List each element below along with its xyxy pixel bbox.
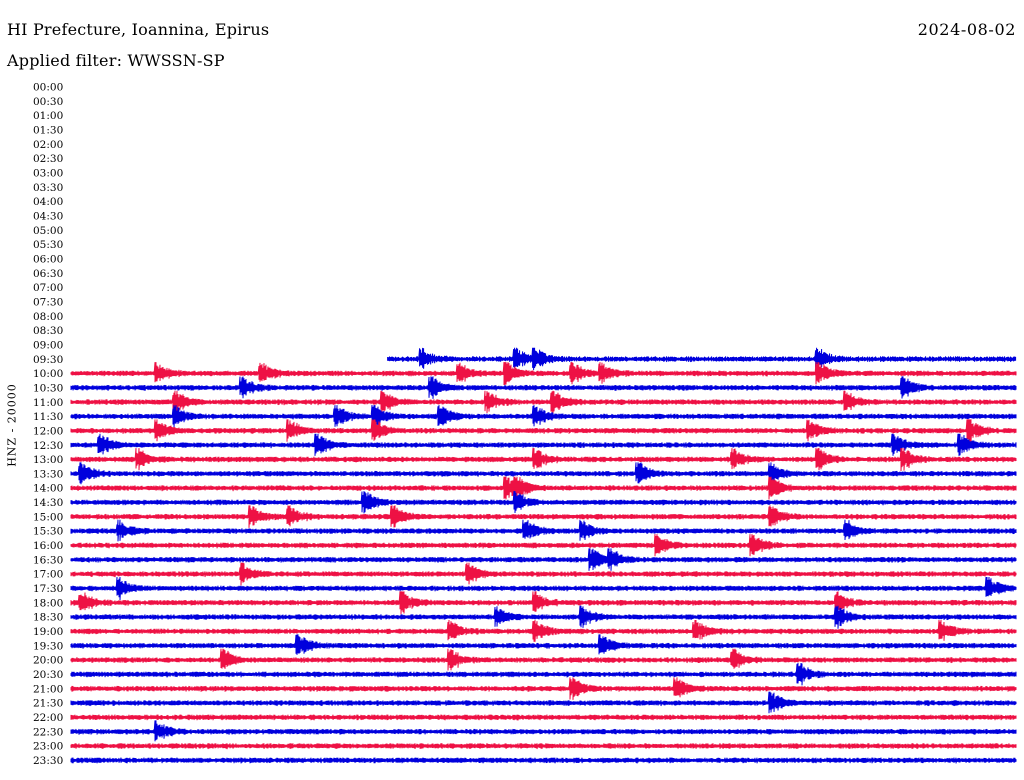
time-label-0430: 04:30 xyxy=(33,210,63,222)
time-label-1700: 17:00 xyxy=(33,569,63,581)
time-label-1030: 10:30 xyxy=(33,382,63,394)
time-label-2330: 23:30 xyxy=(33,755,63,767)
time-label-0330: 03:30 xyxy=(33,182,63,194)
time-label-0230: 02:30 xyxy=(33,153,63,165)
time-label-0500: 05:00 xyxy=(33,225,63,237)
filter-label: Applied filter: WWSSN-SP xyxy=(7,51,225,70)
time-label-2000: 20:00 xyxy=(33,655,63,667)
time-label-1430: 14:30 xyxy=(33,497,63,509)
time-label-1800: 18:00 xyxy=(33,597,63,609)
time-label-0030: 00:30 xyxy=(33,96,63,108)
time-label-1000: 10:00 xyxy=(33,368,63,380)
time-label-0700: 07:00 xyxy=(33,282,63,294)
time-label-1230: 12:30 xyxy=(33,440,63,452)
time-label-0400: 04:00 xyxy=(33,196,63,208)
time-label-0530: 05:30 xyxy=(33,239,63,251)
time-label-1730: 17:30 xyxy=(33,583,63,595)
time-label-0130: 01:30 xyxy=(33,124,63,136)
trace-1930 xyxy=(70,634,1017,655)
time-label-1100: 11:00 xyxy=(33,397,63,409)
time-label-1930: 19:30 xyxy=(33,640,63,652)
time-label-0830: 08:30 xyxy=(33,325,63,337)
time-label-2300: 23:00 xyxy=(33,741,63,753)
time-label-0100: 01:00 xyxy=(33,110,63,122)
time-label-0630: 06:30 xyxy=(33,268,63,280)
time-label-1330: 13:30 xyxy=(33,468,63,480)
time-label-2200: 22:00 xyxy=(33,712,63,724)
time-label-1830: 18:30 xyxy=(33,612,63,624)
time-label-0900: 09:00 xyxy=(33,339,63,351)
time-label-1300: 13:00 xyxy=(33,454,63,466)
time-label-0300: 03:00 xyxy=(33,167,63,179)
record-date: 2024-08-02 xyxy=(917,20,1016,39)
time-label-2100: 21:00 xyxy=(33,683,63,695)
time-label-2030: 20:30 xyxy=(33,669,63,681)
time-label-0730: 07:30 xyxy=(33,296,63,308)
time-label-1200: 12:00 xyxy=(33,425,63,437)
time-label-0800: 08:00 xyxy=(33,311,63,323)
time-label-1500: 15:00 xyxy=(33,511,63,523)
time-label-0000: 00:00 xyxy=(33,82,63,94)
time-label-1400: 14:00 xyxy=(33,483,63,495)
time-label-1530: 15:30 xyxy=(33,526,63,538)
time-label-1600: 16:00 xyxy=(33,540,63,552)
time-label-0600: 06:00 xyxy=(33,253,63,265)
time-label-2130: 21:30 xyxy=(33,698,63,710)
time-label-0930: 09:30 xyxy=(33,354,63,366)
time-label-2230: 22:30 xyxy=(33,726,63,738)
station-title: HI Prefecture, Ioannina, Epirus xyxy=(7,20,270,39)
time-label-0200: 02:00 xyxy=(33,139,63,151)
time-label-1900: 19:00 xyxy=(33,626,63,638)
trace-1530 xyxy=(70,519,1017,542)
time-label-1130: 11:30 xyxy=(33,411,63,423)
time-label-1630: 16:30 xyxy=(33,554,63,566)
